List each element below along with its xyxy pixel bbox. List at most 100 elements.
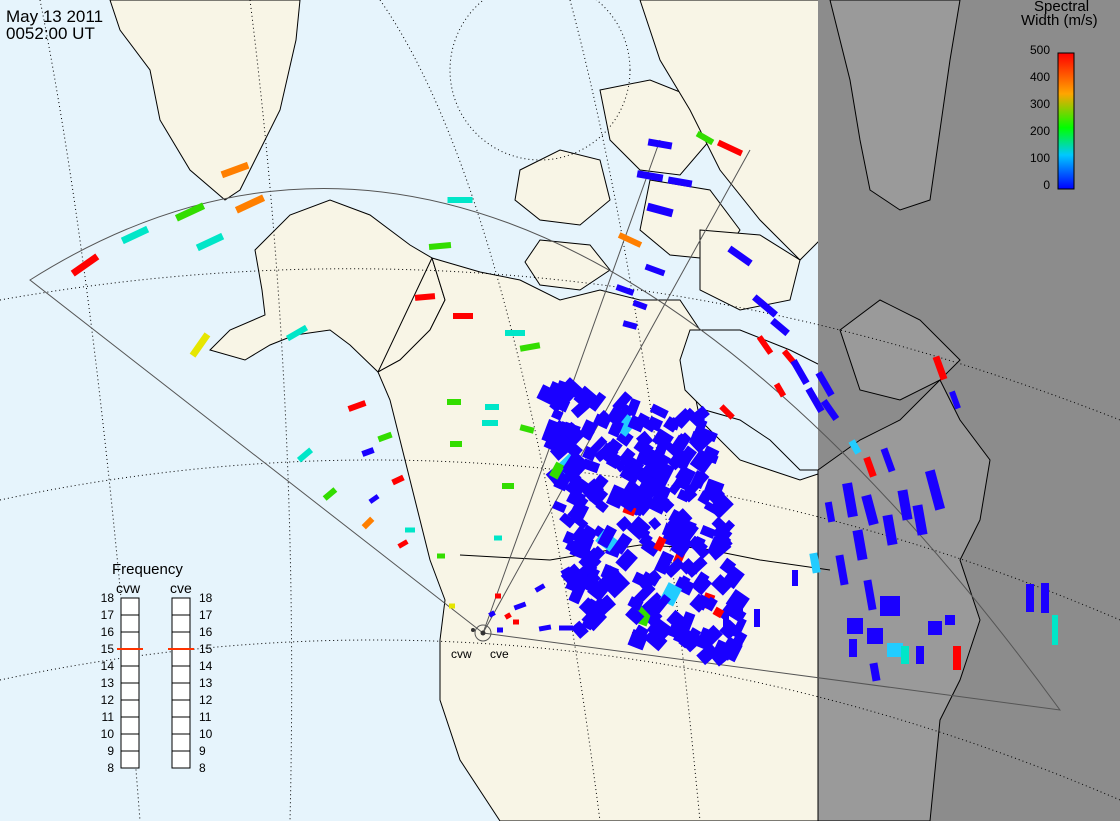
echo-cell (704, 596, 718, 612)
land-masses (109, 0, 831, 821)
echo-cell (688, 430, 712, 454)
echo-cell (716, 139, 744, 157)
colorbar-scale (1057, 52, 1075, 190)
alaska-land (209, 199, 446, 373)
echo-cell (612, 391, 633, 413)
echo-cell (189, 332, 211, 358)
site-label-cvw: cvw (451, 647, 472, 661)
echo-cell (485, 404, 499, 410)
echo-cell (631, 571, 648, 587)
frequency-tick-label: 18 (199, 591, 213, 605)
echo-cell (695, 130, 715, 146)
echo-cell (450, 441, 462, 447)
site-label-cve: cve (490, 647, 509, 661)
echo-cell (861, 494, 879, 526)
echo-cell (605, 484, 628, 509)
echo-cell (296, 447, 314, 463)
echo-cell (449, 603, 455, 609)
echo-cell (652, 593, 671, 614)
echo-cell (622, 320, 638, 330)
frequency-tick-label: 13 (199, 676, 213, 690)
echo-cell (635, 430, 654, 449)
echo-cell (174, 202, 206, 222)
frequency-tick-label: 13 (100, 676, 114, 690)
echo-cell (504, 612, 512, 620)
echo-cell (595, 499, 609, 514)
echo-cell (912, 504, 928, 536)
echo-cell (570, 385, 589, 403)
echo-cell (538, 624, 552, 632)
echo-cell (428, 242, 452, 250)
echo-cell (646, 202, 674, 218)
echo-cell (655, 494, 675, 514)
echo-cell (852, 529, 868, 561)
echo-cell (770, 317, 790, 337)
echo-cell (615, 548, 638, 572)
echo-cell (570, 571, 592, 590)
echo-cell (593, 413, 611, 430)
date-label: May 13 2011 (6, 7, 104, 26)
echo-cell (570, 620, 589, 639)
echo-cell (397, 539, 409, 549)
echo-cell (605, 451, 623, 470)
frequency-tick-label: 11 (199, 710, 212, 724)
echo-cell (414, 293, 436, 301)
echo-cell (727, 245, 753, 267)
echo-cell (632, 525, 651, 541)
frequency-tick-label: 11 (101, 710, 114, 724)
echo-cell (453, 313, 473, 319)
echo-cell (953, 646, 961, 670)
colorbar-tick: 100 (1029, 151, 1050, 165)
radar-sites (471, 624, 492, 642)
echo-cell (624, 459, 645, 482)
colorbar-title-line1: Spectral (1034, 0, 1090, 15)
arctic-island-5 (699, 229, 801, 311)
echo-cell (719, 557, 737, 575)
echo-cell (519, 342, 541, 352)
night-land (817, 0, 991, 821)
echo-cell (842, 482, 858, 518)
echo-cell (391, 474, 405, 486)
echo-cell (790, 358, 810, 386)
political-boundaries (377, 257, 831, 571)
echo-cell (673, 576, 696, 596)
frequency-title: Frequency (112, 561, 183, 578)
echo-cell (586, 570, 601, 585)
echo-cell (646, 622, 664, 639)
echo-cell (815, 370, 835, 398)
echo-cell (754, 609, 760, 627)
echo-cell (718, 603, 734, 621)
site-cve-ring (474, 624, 492, 642)
echo-cell (699, 525, 717, 539)
colorbar-tick: 200 (1029, 124, 1050, 138)
echo-cell (618, 447, 636, 465)
echo-cell (607, 419, 624, 438)
echo-cell (648, 449, 671, 472)
echo-cell (670, 534, 694, 558)
echo-cell (678, 629, 696, 649)
echo-cell (505, 330, 525, 336)
echo-cell (887, 643, 903, 657)
echo-cell (722, 637, 743, 660)
echo-cell (552, 500, 567, 513)
echo-cell (676, 488, 691, 503)
echo-cell (648, 517, 662, 531)
echo-cell (703, 501, 723, 517)
echo-cell (756, 335, 774, 355)
echo-cell (220, 161, 250, 179)
colorbar-tick: 400 (1029, 70, 1050, 84)
echo-cell (880, 596, 900, 616)
echo-cell (570, 399, 591, 419)
echo-cell (792, 570, 798, 586)
echo-cell (773, 382, 787, 398)
frequency-tick-label: 14 (199, 659, 213, 673)
echo-cell (667, 508, 693, 533)
echo-cell (897, 489, 913, 521)
echo-cell (869, 662, 881, 682)
echo-cell (447, 197, 473, 203)
echo-cell (702, 445, 720, 461)
echo-cell (597, 524, 617, 549)
site-cvw-dot (471, 628, 475, 632)
echo-cell (702, 478, 725, 501)
